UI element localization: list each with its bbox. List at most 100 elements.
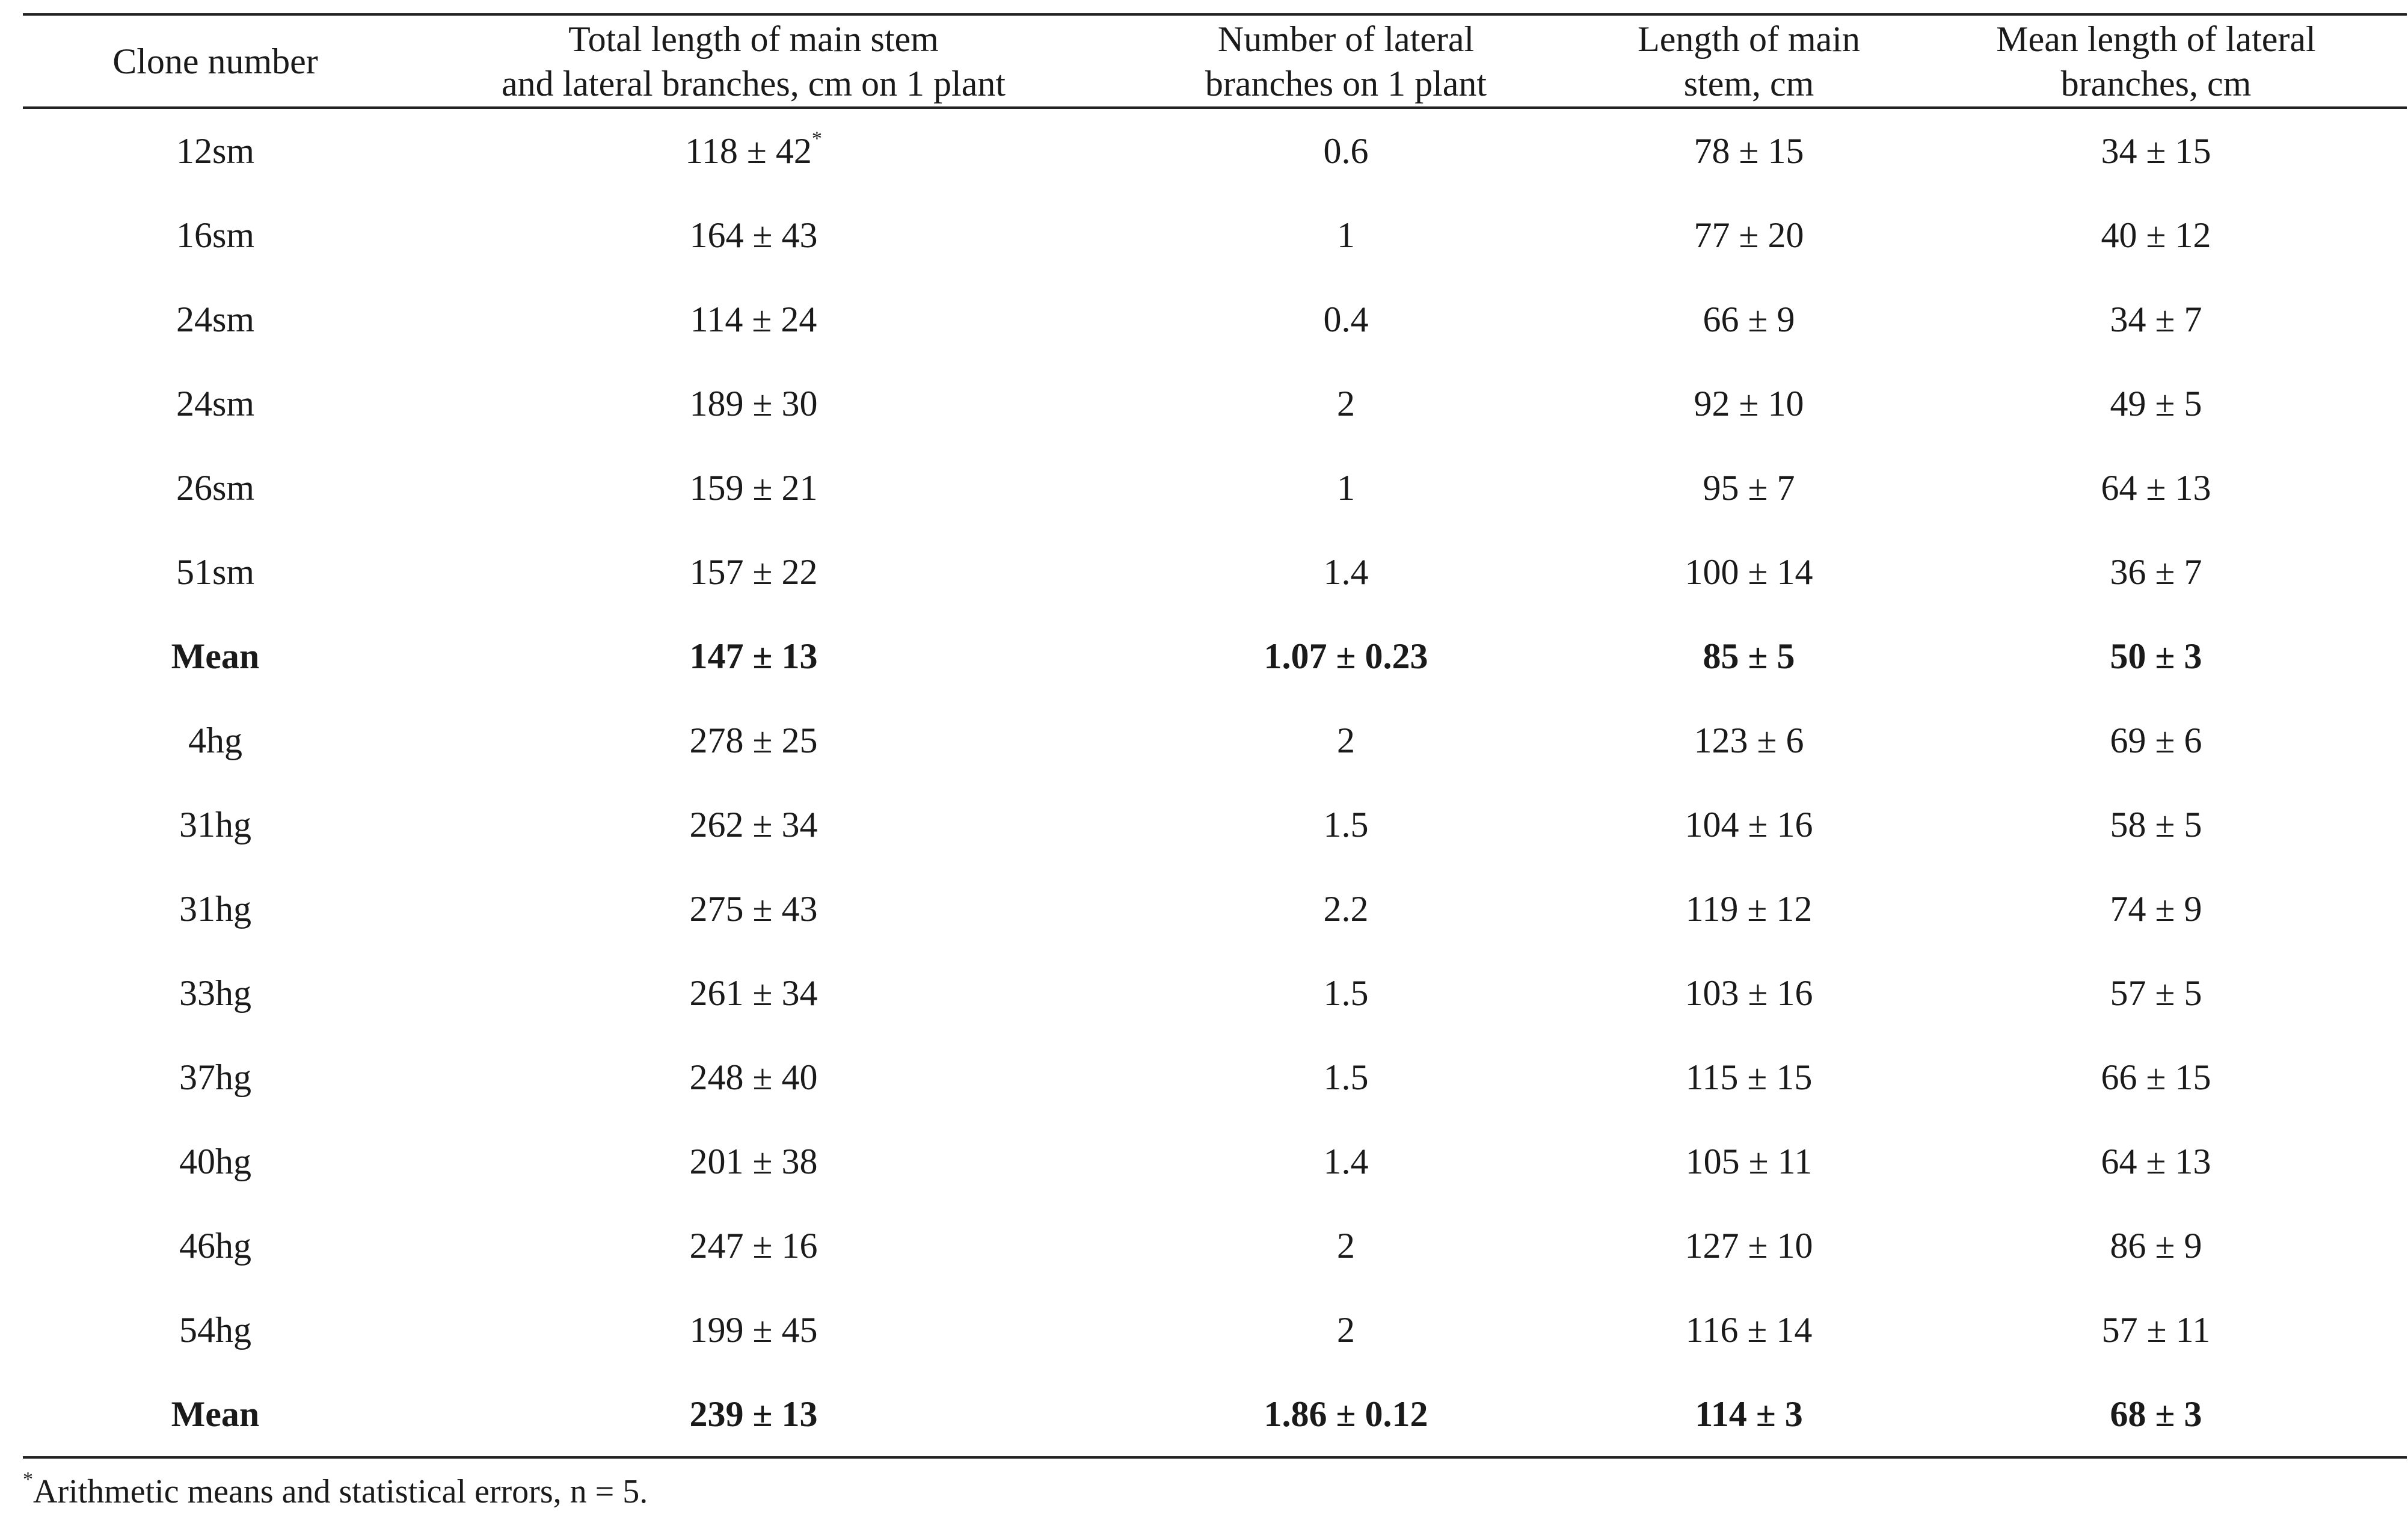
cell-main-stem-length: 92 ± 10 (1593, 361, 1905, 446)
cell-clone-number-value: 26sm (176, 468, 255, 508)
cell-clone-number-value: 37hg (179, 1057, 251, 1097)
header-line: Length of main (1638, 19, 1860, 59)
cell-clone-number: 31hg (23, 783, 408, 867)
cell-lateral-mean-length: 57 ± 11 (1905, 1288, 2407, 1372)
cell-clone-number-value: 12sm (176, 131, 255, 171)
table-body: 12sm 118 ± 42* 0.6 78 ± 15 34 ± 15 16sm 164 ± … (23, 108, 2407, 1459)
cell-main-stem-length-value: 119 ± 12 (1685, 889, 1813, 929)
cell-main-stem-length-value: 78 ± 15 (1694, 131, 1804, 171)
cell-total-length-value: 157 ± 22 (689, 552, 818, 592)
header-line: Number of lateral (1217, 19, 1475, 59)
cell-lateral-count-value: 0.4 (1323, 300, 1369, 339)
cell-lateral-count-value: 2 (1337, 721, 1355, 760)
cell-main-stem-length-value: 103 ± 16 (1685, 973, 1813, 1013)
cell-total-length-value: 159 ± 21 (689, 468, 818, 508)
cell-total-length: 164 ± 43 (408, 193, 1099, 277)
cell-lateral-mean-length-value: 40 ± 12 (2101, 215, 2211, 255)
table-row: 24sm 189 ± 30 2 92 ± 10 49 ± 5 (23, 361, 2407, 446)
cell-main-stem-length-value: 95 ± 7 (1703, 468, 1795, 508)
cell-clone-number-value: 40hg (179, 1142, 251, 1181)
cell-clone-number: 31hg (23, 867, 408, 951)
cell-lateral-mean-length-value: 57 ± 11 (2101, 1310, 2211, 1350)
cell-total-length-value: 147 ± 13 (689, 636, 818, 676)
cell-total-length: 118 ± 42* (408, 108, 1099, 193)
cell-main-stem-length: 100 ± 14 (1593, 530, 1905, 614)
cell-total-length: 248 ± 40 (408, 1035, 1099, 1119)
cell-total-length-value: 118 ± 42 (685, 131, 812, 171)
cell-clone-number-value: Mean (171, 636, 260, 676)
cell-total-length-value: 262 ± 34 (689, 805, 818, 844)
cell-lateral-mean-length: 66 ± 15 (1905, 1035, 2407, 1119)
cell-clone-number: 26sm (23, 446, 408, 530)
cell-main-stem-length-value: 127 ± 10 (1685, 1226, 1813, 1266)
cell-lateral-count-value: 1 (1337, 215, 1355, 255)
cell-lateral-mean-length: 64 ± 13 (1905, 1119, 2407, 1204)
cell-total-length: 159 ± 21 (408, 446, 1099, 530)
cell-lateral-count-value: 0.6 (1323, 131, 1369, 171)
cell-lateral-mean-length-value: 36 ± 7 (2110, 552, 2202, 592)
cell-total-length: 239 ± 13 (408, 1372, 1099, 1459)
table-row: 37hg 248 ± 40 1.5 115 ± 15 66 ± 15 (23, 1035, 2407, 1119)
cell-lateral-mean-length: 40 ± 12 (1905, 193, 2407, 277)
cell-main-stem-length-value: 104 ± 16 (1685, 805, 1813, 844)
footnote-mark: * (23, 1468, 33, 1491)
cell-lateral-mean-length-value: 66 ± 15 (2101, 1057, 2211, 1097)
table-row: 31hg 262 ± 34 1.5 104 ± 16 58 ± 5 (23, 783, 2407, 867)
cell-lateral-count-value: 1.4 (1323, 552, 1369, 592)
cell-clone-number: Mean (23, 614, 408, 698)
cell-lateral-mean-length-value: 34 ± 7 (2110, 300, 2202, 339)
cell-main-stem-length: 104 ± 16 (1593, 783, 1905, 867)
header-line: stem, cm (1683, 63, 1814, 103)
cell-clone-number: Mean (23, 1372, 408, 1459)
cell-lateral-count: 1.4 (1099, 1119, 1593, 1204)
cell-clone-number-value: 31hg (179, 889, 251, 929)
table-row: 33hg 261 ± 34 1.5 103 ± 16 57 ± 5 (23, 951, 2407, 1035)
header-line: Mean length of lateral (1996, 19, 2316, 59)
cell-lateral-count-value: 2 (1337, 384, 1355, 423)
cell-lateral-mean-length: 57 ± 5 (1905, 951, 2407, 1035)
cell-total-length-value: 201 ± 38 (689, 1142, 818, 1181)
cell-main-stem-length-value: 123 ± 6 (1694, 721, 1804, 760)
cell-total-length: 114 ± 24 (408, 277, 1099, 361)
cell-main-stem-length: 115 ± 15 (1593, 1035, 1905, 1119)
cell-total-length-value: 114 ± 24 (690, 300, 817, 339)
header-lateral-count: Number of lateral branches on 1 plant (1099, 13, 1593, 109)
cell-lateral-mean-length-value: 74 ± 9 (2110, 889, 2202, 929)
cell-lateral-count: 1 (1099, 193, 1593, 277)
cell-lateral-mean-length-value: 49 ± 5 (2110, 384, 2202, 423)
cell-clone-number-value: 51sm (176, 552, 255, 592)
cell-main-stem-length: 95 ± 7 (1593, 446, 1905, 530)
cell-clone-number: 37hg (23, 1035, 408, 1119)
cell-total-length-value: 275 ± 43 (689, 889, 818, 929)
cell-lateral-count: 2 (1099, 698, 1593, 783)
cell-lateral-mean-length: 50 ± 3 (1905, 614, 2407, 698)
cell-lateral-mean-length-value: 86 ± 9 (2110, 1226, 2202, 1266)
cell-lateral-mean-length: 68 ± 3 (1905, 1372, 2407, 1459)
cell-main-stem-length-value: 66 ± 9 (1703, 300, 1795, 339)
clone-growth-table: Clone number Total length of main stem and… (23, 13, 2407, 1459)
cell-clone-number-value: 16sm (176, 215, 255, 255)
data-table-container: Clone number Total length of main stem and… (23, 13, 2407, 1459)
cell-lateral-mean-length-value: 34 ± 15 (2101, 131, 2211, 171)
table-footnote: *Arithmetic means and statistical errors… (23, 1468, 648, 1516)
header-line: and lateral branches, cm on 1 plant (501, 63, 1006, 103)
table-header: Clone number Total length of main stem and… (23, 13, 2407, 109)
cell-main-stem-length-value: 77 ± 20 (1694, 215, 1804, 255)
cell-total-length: 189 ± 30 (408, 361, 1099, 446)
cell-lateral-count: 1.86 ± 0.12 (1099, 1372, 1593, 1459)
cell-lateral-count: 0.6 (1099, 108, 1593, 193)
cell-lateral-count: 1.5 (1099, 783, 1593, 867)
footnote-reference-mark: * (811, 128, 822, 150)
cell-total-length: 157 ± 22 (408, 530, 1099, 614)
table-row: 40hg 201 ± 38 1.4 105 ± 11 64 ± 13 (23, 1119, 2407, 1204)
cell-lateral-count-value: 2 (1337, 1226, 1355, 1266)
cell-clone-number-value: 33hg (179, 973, 251, 1013)
cell-clone-number-value: 54hg (179, 1310, 251, 1350)
cell-total-length-value: 261 ± 34 (689, 973, 818, 1013)
cell-clone-number: 24sm (23, 361, 408, 446)
header-line: branches, cm (2060, 63, 2252, 103)
cell-total-length: 262 ± 34 (408, 783, 1099, 867)
cell-lateral-count: 1.4 (1099, 530, 1593, 614)
cell-main-stem-length-value: 114 ± 3 (1695, 1394, 1803, 1434)
cell-lateral-count: 1.5 (1099, 1035, 1593, 1119)
